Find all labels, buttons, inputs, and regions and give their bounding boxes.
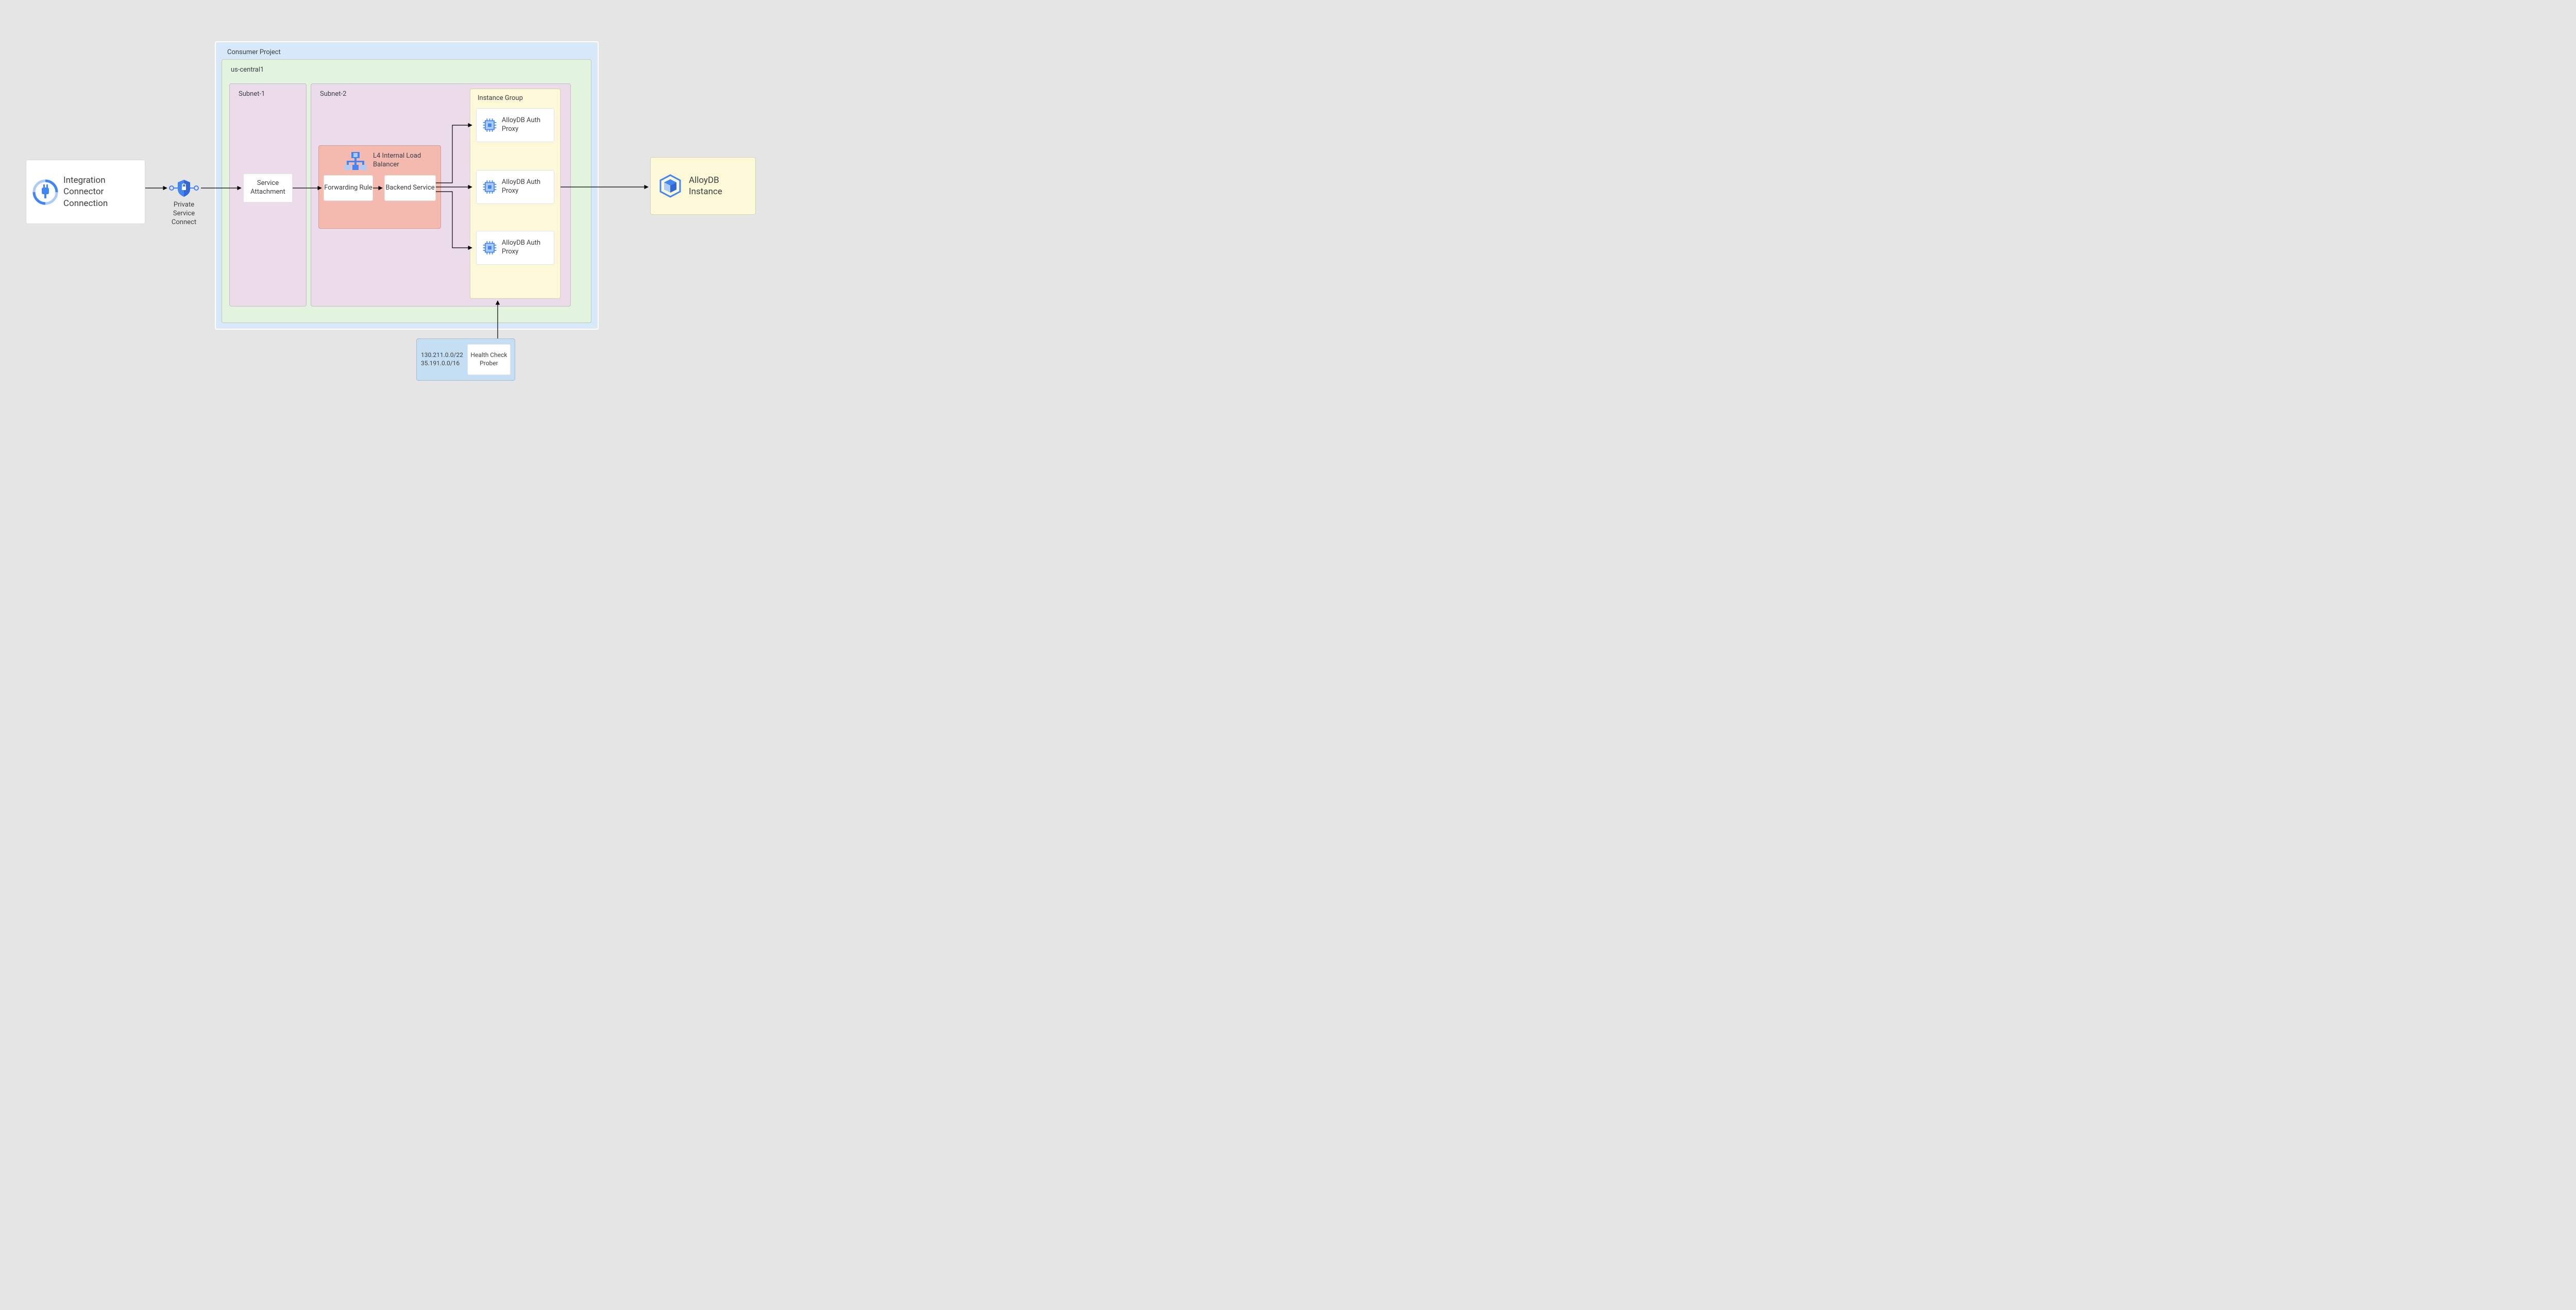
forwarding-rule-text: Forwarding Rule [324,184,372,193]
proxy-text-1: AlloyDB Auth Proxy [502,116,551,134]
health-prober-box: Health Check Prober [467,344,511,375]
alloydb-l2: Instance [689,186,722,197]
subnet-1-label: Subnet-1 [239,90,265,98]
proxy-box-3: AlloyDB Auth Proxy [476,231,554,265]
service-attachment-box: Service Attachment [243,174,293,202]
health-ip-text: 130.211.0.0/22 35.191.0.0/16 [421,351,463,367]
region-label: us-central1 [231,66,264,74]
icc-l2: Connector [63,186,108,197]
proxy-box-2: AlloyDB Auth Proxy [476,170,554,204]
backend-service-text: Backend Service [385,184,434,193]
proxy-text-3: AlloyDB Auth Proxy [502,239,551,257]
alloydb-icon [658,174,683,198]
psc-l2: Service [170,210,198,218]
chip-icon [482,116,498,134]
subnet-2-label: Subnet-2 [320,90,346,98]
plug-icon [32,179,58,205]
forwarding-rule-box: Forwarding Rule [324,175,373,201]
psc-l3: Connect [170,218,198,227]
consumer-project-label: Consumer Project [227,48,281,56]
alloydb-text: AlloyDB Instance [689,175,722,197]
lb-label-text: L4 Internal Load Balancer [373,152,421,168]
backend-service-box: Backend Service [384,175,436,201]
icc-l1: Integration [63,175,108,186]
health-ip1: 130.211.0.0/22 [421,351,463,360]
load-balancer-icon [345,151,366,173]
health-prober-text: Health Check Prober [468,351,510,367]
proxy-text-2: AlloyDB Auth Proxy [502,178,551,196]
health-ip2: 35.191.0.0/16 [421,360,463,368]
alloydb-instance-box: AlloyDB Instance [650,157,756,215]
icc-l3: Connection [63,198,108,209]
psc-icon-wrapper [168,178,199,203]
service-attachment-text: Service Attachment [244,179,292,197]
icc-text: Integration Connector Connection [63,175,108,209]
instance-group-label: Instance Group [478,94,523,102]
psc-label: Private Service Connect [170,201,198,227]
lb-label: L4 Internal Load Balancer [373,152,435,169]
chip-icon [482,239,498,257]
proxy-box-1: AlloyDB Auth Proxy [476,108,554,142]
shield-icon [168,178,199,198]
health-check-container: 130.211.0.0/22 35.191.0.0/16 Health Chec… [416,338,515,381]
integration-connector-box: Integration Connector Connection [26,160,145,224]
chip-icon [482,178,498,196]
alloydb-l1: AlloyDB [689,175,722,186]
psc-l1: Private [170,201,198,210]
